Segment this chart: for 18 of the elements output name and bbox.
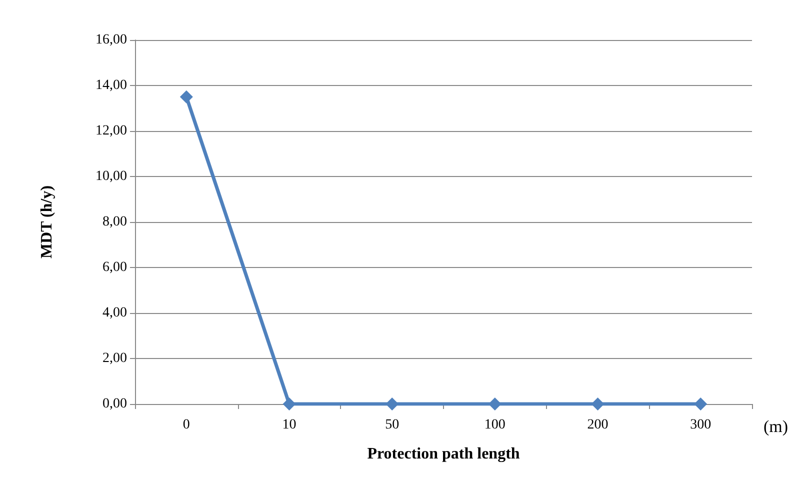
y-tick-label: 16,00 xyxy=(96,32,127,48)
x-axis-title: Protection path length xyxy=(367,446,520,462)
y-axis-title: MDT (h/y) xyxy=(38,185,56,259)
x-tick-label: 50 xyxy=(385,418,400,432)
y-tick-label: 4,00 xyxy=(102,306,127,320)
y-tick-label: 6,00 xyxy=(102,260,127,275)
y-tick-label: 14,00 xyxy=(96,78,127,93)
text: (m) xyxy=(763,417,788,436)
x-tick-label: 300 xyxy=(690,418,712,432)
y-tick-label: 2,00 xyxy=(102,351,127,366)
x-tick-label: 100 xyxy=(484,418,506,432)
y-tick-label: 12,00 xyxy=(96,124,127,138)
x-tick-label: 10 xyxy=(282,418,296,432)
x-tick-label: 0 xyxy=(182,418,190,432)
y-tick-label: 8,00 xyxy=(102,214,127,230)
y-tick-label: 10,00 xyxy=(96,169,127,184)
x-tick-label: 200 xyxy=(587,418,608,432)
y-tick-label: 0,00 xyxy=(102,396,127,412)
